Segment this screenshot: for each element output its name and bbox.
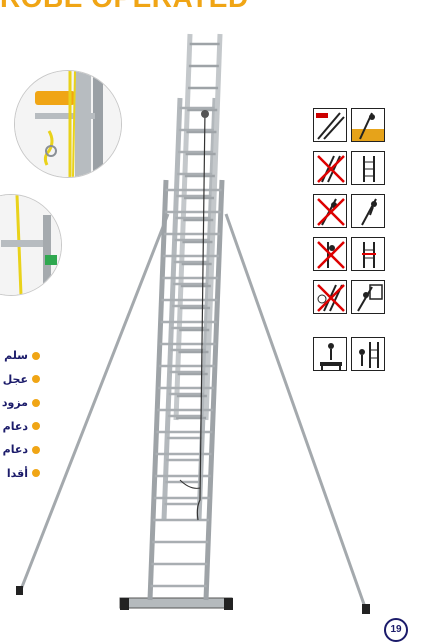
ladder-at-window-icon (351, 280, 385, 314)
worker-on-ladder-icon (351, 194, 385, 228)
prohibited-climber-icon (313, 237, 347, 271)
bullet-icon (32, 351, 40, 360)
page-title: ROBE OPERATED (0, 0, 249, 14)
page-number: 19 (384, 618, 408, 642)
feature-item: مزود (0, 391, 40, 415)
feature-item: دعام (0, 415, 40, 439)
person-on-stand-icon (313, 337, 347, 371)
stepladder-icon (351, 237, 385, 271)
left-stabilizer-pole (18, 213, 170, 593)
prohibited-electric-icon (313, 280, 347, 314)
feature-list: سلم عجل مزود دعام دعام أقدا (0, 344, 40, 485)
bullet-icon (32, 469, 40, 478)
bullet-icon (32, 398, 40, 407)
feature-item: عجل (0, 368, 40, 392)
bullet-icon (32, 375, 40, 384)
feature-item: أقدا (0, 462, 40, 486)
rope-pulley-detail-image (14, 70, 122, 178)
prohibited-ladder-icon (313, 151, 347, 185)
pull-rope (196, 109, 206, 521)
feature-item: دعام (0, 438, 40, 462)
right-stabilizer-pole (224, 213, 368, 611)
ladder-upright-icon (351, 151, 385, 185)
ladder-section-base (147, 179, 225, 601)
ladder-with-person-icon (351, 337, 385, 371)
prohibited-overreach-icon (313, 194, 347, 228)
feature-item: سلم (0, 344, 40, 368)
ladder-lean-icon (313, 108, 347, 142)
ladder-section-top (173, 33, 223, 421)
ladder-base-bar (119, 597, 233, 609)
bullet-icon (32, 422, 40, 431)
bullet-icon (32, 445, 40, 454)
climber-on-ladder-icon (351, 108, 385, 142)
